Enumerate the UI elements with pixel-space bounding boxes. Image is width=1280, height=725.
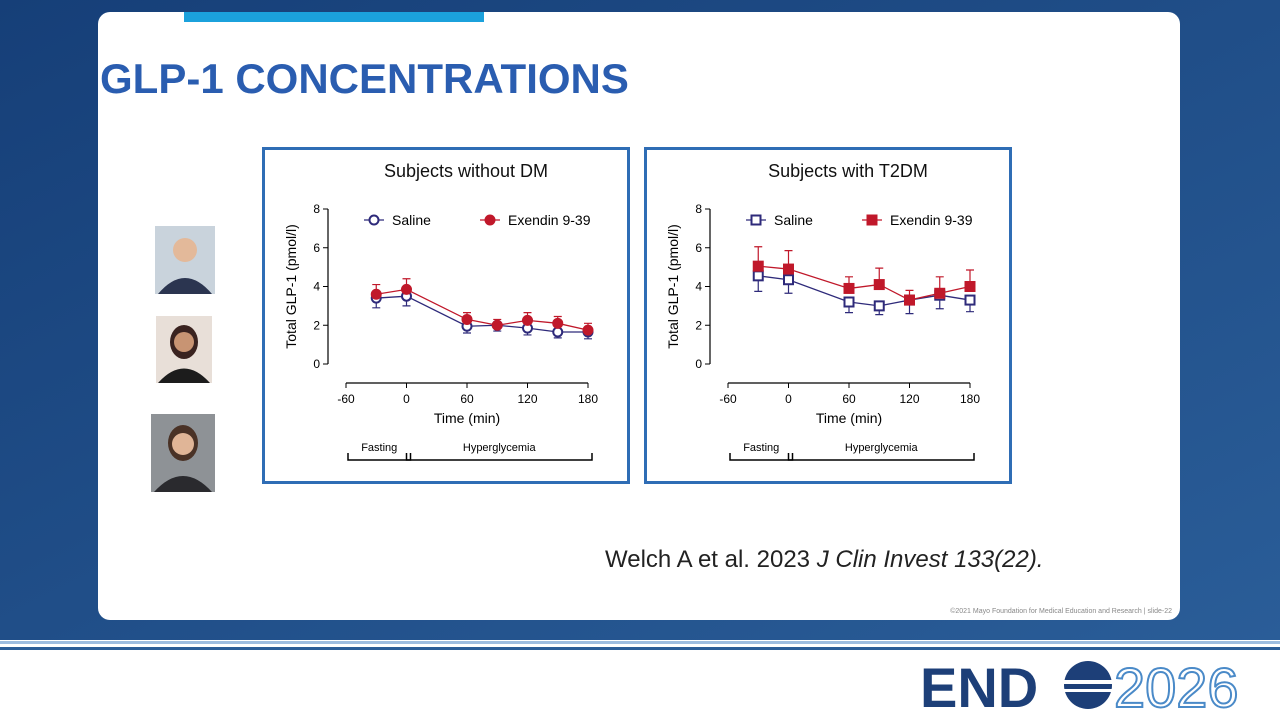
- x-tick-label: 120: [899, 392, 919, 406]
- globe: [1064, 661, 1112, 709]
- panel-border: [644, 147, 1012, 484]
- data-point: [904, 294, 915, 306]
- x-axis-label: Time (min): [816, 410, 882, 426]
- phase-bracket: [787, 453, 975, 461]
- data-point: [552, 326, 564, 338]
- accent-bar: [184, 12, 484, 22]
- y-tick-label: 0: [695, 357, 702, 371]
- citation: Welch A et al. 2023 J Clin Invest 133(22…: [605, 546, 1043, 573]
- y-axis-label: Total GLP-1 (pmol/l): [283, 224, 299, 348]
- legend-label: Exendin 9-39: [890, 212, 973, 228]
- legend-marker: [866, 214, 878, 226]
- legend-label: Saline: [774, 212, 813, 228]
- data-point: [582, 324, 594, 336]
- legend-marker: [484, 214, 496, 226]
- y-tick-label: 4: [695, 280, 702, 294]
- data-point: [783, 274, 794, 286]
- x-tick-label: -60: [719, 392, 737, 406]
- data-point: [752, 270, 764, 282]
- y-tick-label: 0: [313, 357, 320, 371]
- x-tick-label: 180: [960, 392, 980, 406]
- x-tick-label: 0: [403, 392, 410, 406]
- data-point: [783, 263, 794, 275]
- y-tick-label: 8: [695, 202, 702, 216]
- data-point: [843, 282, 855, 294]
- data-point: [401, 283, 412, 295]
- data-point: [370, 288, 382, 300]
- legend-marker: [750, 214, 762, 226]
- y-tick-label: 6: [695, 241, 702, 255]
- photo-body: [158, 368, 210, 383]
- slide-title: GLP-1 CONCENTRATIONS: [100, 55, 629, 102]
- x-tick-label: 180: [578, 392, 598, 406]
- legend-label: Exendin 9-39: [508, 212, 591, 228]
- y-tick-label: 2: [313, 318, 320, 332]
- y-tick-label: 8: [313, 202, 320, 216]
- data-point: [552, 317, 564, 329]
- phase-bracket: [347, 453, 412, 461]
- chart-title: Subjects without DM: [384, 161, 548, 181]
- data-point: [964, 294, 976, 306]
- y-tick-label: 4: [313, 280, 320, 294]
- data-point: [491, 319, 503, 331]
- x-tick-label: 0: [785, 392, 792, 406]
- photo-face: [174, 332, 194, 352]
- data-point: [843, 296, 855, 308]
- phase-label: Fasting: [743, 442, 779, 454]
- data-point: [964, 281, 976, 292]
- citation-journal: J Clin Invest 133(22).: [816, 546, 1044, 573]
- citation-authors: Welch A et al. 2023: [605, 546, 810, 573]
- footer: ©2021 Mayo Foundation for Medical Educat…: [950, 607, 1172, 615]
- phase-label: Hyperglycemia: [463, 442, 537, 454]
- x-axis-label: Time (min): [434, 410, 500, 426]
- x-tick-label: 120: [517, 392, 537, 406]
- phase-bracket: [405, 453, 593, 461]
- slide-card: [98, 12, 1180, 620]
- band-line: [0, 641, 1280, 644]
- data-point: [934, 287, 946, 299]
- legend-label: Saline: [392, 212, 431, 228]
- y-tick-label: 2: [695, 318, 702, 332]
- chart-panel: Subjects with T2DM 0 2 4 6 8 -60 0 60 120 180 Time …: [644, 147, 1012, 484]
- data-point: [752, 260, 764, 272]
- band-line: [0, 647, 1280, 650]
- photos: [151, 226, 215, 492]
- data-point: [461, 313, 473, 325]
- data-point: [522, 314, 533, 326]
- data-point: [873, 300, 885, 312]
- y-tick-label: 6: [313, 241, 320, 255]
- phase-bracket: [729, 453, 794, 461]
- x-tick-label: -60: [337, 392, 355, 406]
- phase-label: Hyperglycemia: [845, 442, 919, 454]
- x-tick-label: 60: [842, 392, 856, 406]
- y-axis-label: Total GLP-1 (pmol/l): [665, 224, 681, 348]
- chart-panel: Subjects without DM 0 2 4 6 8 -60 0 60 120 180 Time…: [262, 147, 630, 484]
- phase-label: Fasting: [361, 442, 397, 454]
- legend-marker: [368, 214, 380, 226]
- logo-left: END: [920, 656, 1038, 719]
- photo-body: [158, 278, 212, 294]
- photo-face: [172, 433, 194, 455]
- photo-face: [173, 238, 197, 262]
- globe-stripe: [1060, 680, 1116, 684]
- chart-title: Subjects with T2DM: [768, 161, 928, 181]
- logo-right: 2026: [1114, 656, 1239, 719]
- photo-body: [154, 476, 212, 492]
- logo-globe: [1060, 661, 1116, 709]
- globe-stripe: [1060, 689, 1116, 692]
- x-tick-label: 60: [460, 392, 474, 406]
- data-point: [873, 279, 885, 291]
